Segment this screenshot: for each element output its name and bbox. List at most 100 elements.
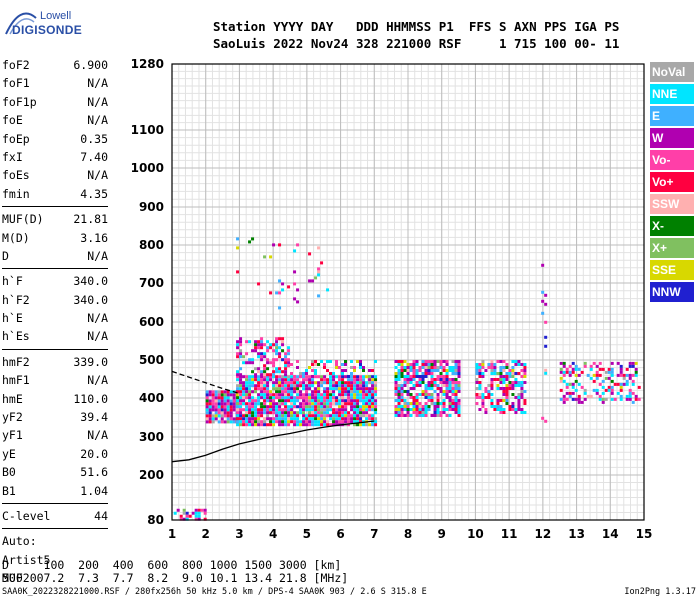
- echo-point: [412, 387, 416, 390]
- echo-point: [430, 396, 434, 399]
- param-row: foEp 0.35: [2, 130, 108, 148]
- echo-point: [481, 405, 485, 408]
- echo-point: [223, 420, 227, 424]
- echo-point: [305, 387, 309, 391]
- echo-point: [344, 387, 348, 391]
- echo-point: [208, 417, 212, 421]
- echo-point: [226, 408, 230, 412]
- echo-point: [499, 381, 503, 384]
- echo-point: [332, 384, 336, 388]
- echo-point: [308, 279, 312, 283]
- echo-point: [350, 378, 354, 382]
- echo-point: [451, 402, 455, 405]
- echo-point: [634, 367, 638, 371]
- echo-point: [281, 390, 285, 394]
- echo-point: [305, 378, 309, 382]
- echo-point: [251, 381, 255, 385]
- echo-point: [272, 343, 276, 347]
- echo-point: [182, 511, 186, 515]
- echo-point: [278, 346, 282, 350]
- echo-point: [356, 387, 360, 391]
- echo-point: [541, 416, 545, 420]
- echo-point: [263, 352, 267, 356]
- echo-point: [272, 384, 276, 388]
- echo-point: [493, 369, 497, 372]
- echo-point: [409, 402, 413, 405]
- echo-point: [436, 414, 440, 417]
- echo-point: [502, 399, 506, 402]
- echo-point: [305, 402, 309, 406]
- echo-point: [374, 420, 378, 424]
- echo-point: [308, 408, 312, 412]
- echo-point: [356, 393, 360, 397]
- echo-point: [568, 382, 572, 386]
- echo-point: [314, 417, 318, 421]
- echo-point: [499, 408, 503, 411]
- echo-point: [257, 282, 261, 286]
- echo-point: [260, 375, 264, 379]
- echo-point: [502, 369, 506, 372]
- echo-point: [236, 343, 240, 347]
- echo-point: [191, 511, 195, 515]
- param-row: fxI 7.40: [2, 148, 108, 166]
- echo-point: [350, 396, 354, 400]
- echo-point: [595, 364, 599, 368]
- echo-point: [445, 384, 449, 387]
- echo-point: [220, 417, 224, 421]
- echo-point: [182, 508, 186, 512]
- echo-point: [251, 396, 255, 400]
- echo-point: [628, 373, 632, 377]
- echo-point: [226, 411, 230, 415]
- echo-point: [341, 384, 345, 388]
- echo-point: [365, 381, 369, 385]
- echo-point: [409, 378, 413, 381]
- echo-point: [278, 375, 282, 379]
- echo-point: [628, 397, 632, 401]
- echo-point: [317, 375, 321, 379]
- echo-point: [362, 405, 366, 409]
- echo-point: [353, 420, 357, 424]
- echo-point: [248, 396, 252, 400]
- echo-point: [415, 399, 419, 402]
- echo-point: [254, 340, 258, 344]
- echo-point: [415, 369, 419, 372]
- echo-point: [598, 367, 602, 371]
- echo-point: [335, 420, 339, 424]
- echo-point: [511, 405, 515, 408]
- echo-point: [242, 393, 246, 397]
- echo-point: [598, 394, 602, 398]
- echo-point: [424, 366, 428, 369]
- param-name: h`E: [2, 311, 23, 326]
- echo-point: [457, 381, 461, 384]
- echo-point: [353, 387, 357, 391]
- echo-point: [287, 417, 291, 421]
- echo-point: [511, 360, 515, 363]
- echo-point: [365, 423, 369, 427]
- echo-point: [436, 384, 440, 387]
- echo-point: [619, 385, 623, 389]
- echo-point: [251, 349, 255, 353]
- echo-point: [365, 399, 369, 403]
- echo-point: [323, 405, 327, 409]
- echo-point: [356, 408, 360, 412]
- echo-point: [436, 396, 440, 399]
- echo-point: [263, 355, 267, 359]
- echo-point: [305, 408, 309, 412]
- echo-point: [499, 360, 503, 363]
- echo-point: [409, 387, 413, 390]
- param-row: yF1 N/A: [2, 426, 108, 444]
- echo-point: [424, 402, 428, 405]
- echo-point: [287, 358, 291, 362]
- param-name: C-level: [2, 508, 51, 523]
- param-value: 339.0: [73, 354, 108, 369]
- echo-point: [427, 399, 431, 402]
- echo-point: [493, 366, 497, 369]
- echo-point: [338, 402, 342, 406]
- echo-point: [415, 402, 419, 405]
- echo-point: [508, 387, 512, 390]
- x-tick-label: 15: [636, 527, 653, 541]
- echo-point: [344, 381, 348, 385]
- echo-point: [412, 402, 416, 405]
- echo-point: [254, 414, 258, 418]
- echo-point: [562, 370, 566, 374]
